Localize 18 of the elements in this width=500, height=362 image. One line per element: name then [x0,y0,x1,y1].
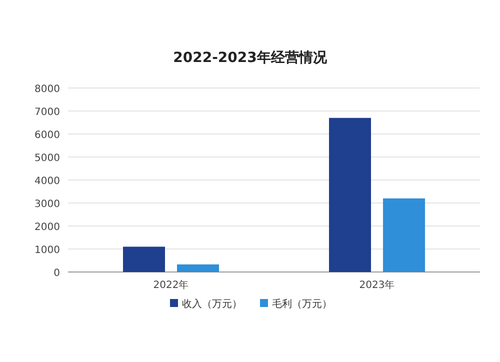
bar [123,246,165,272]
y-tick-label: 2000 [34,222,60,233]
y-tick-label: 8000 [34,84,60,95]
y-tick-label: 3000 [34,199,60,210]
bar [329,118,371,272]
y-tick-label: 6000 [34,130,60,141]
legend-label: 毛利（万元） [272,298,332,310]
x-tick-label: 2023年 [359,279,395,291]
y-tick-label: 0 [54,268,60,279]
y-tick-label: 7000 [34,107,60,118]
y-tick-label: 1000 [34,245,60,256]
legend-label: 收入（万元） [182,298,242,310]
chart-title: 2022-2023年经营情况 [173,50,328,66]
y-tick-label: 4000 [34,176,60,187]
x-tick-label: 2022年 [153,279,189,291]
bar [383,198,425,272]
bar [177,264,219,272]
y-tick-label: 5000 [34,153,60,164]
